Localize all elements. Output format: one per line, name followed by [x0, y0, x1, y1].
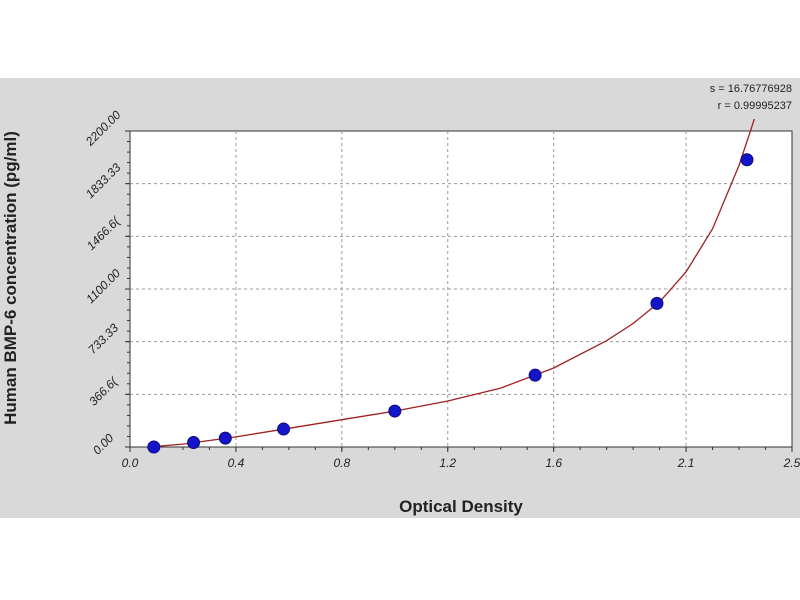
x-tick-label: 0.0: [122, 456, 139, 470]
annotation-s: s = 16.76776928: [710, 83, 792, 95]
y-tick-label: 0.00: [90, 431, 117, 458]
y-axis-title: Human BMP-6 concentration (pg/ml): [1, 131, 20, 425]
x-tick-label: 0.8: [333, 456, 350, 470]
y-tick-label: 366.6(: [86, 373, 121, 408]
fit-curve: [148, 119, 756, 447]
x-tick-label: 1.6: [545, 456, 562, 470]
data-point: [147, 440, 161, 454]
data-point: [388, 404, 402, 418]
chart: s = 16.76776928 r = 0.99995237 0.0 0.4 0.8…: [1, 83, 800, 516]
data-point: [740, 153, 754, 167]
y-tick-label: 2200.00: [82, 108, 124, 150]
x-axis-title: Optical Density: [399, 497, 523, 516]
x-tick-label: 1.2: [439, 456, 456, 470]
data-point: [277, 422, 291, 436]
x-tick-label: 0.4: [228, 456, 245, 470]
data-point: [528, 368, 542, 382]
data-points: [147, 153, 754, 454]
y-tick-label: 1833.33: [83, 160, 124, 201]
x-tick-label: 2.1: [677, 456, 695, 470]
x-tick-label: 2.5: [783, 456, 800, 470]
data-point: [187, 436, 201, 450]
grid: [130, 131, 792, 447]
data-point: [650, 296, 664, 310]
y-tick-label: 733.33: [85, 321, 121, 357]
y-tick-label: 1100.00: [83, 266, 123, 306]
fit-curve-layer: [148, 119, 756, 447]
y-tick-label: 1466.6(: [84, 213, 124, 253]
data-point: [218, 431, 232, 445]
annotation-r: r = 0.99995237: [718, 100, 792, 112]
